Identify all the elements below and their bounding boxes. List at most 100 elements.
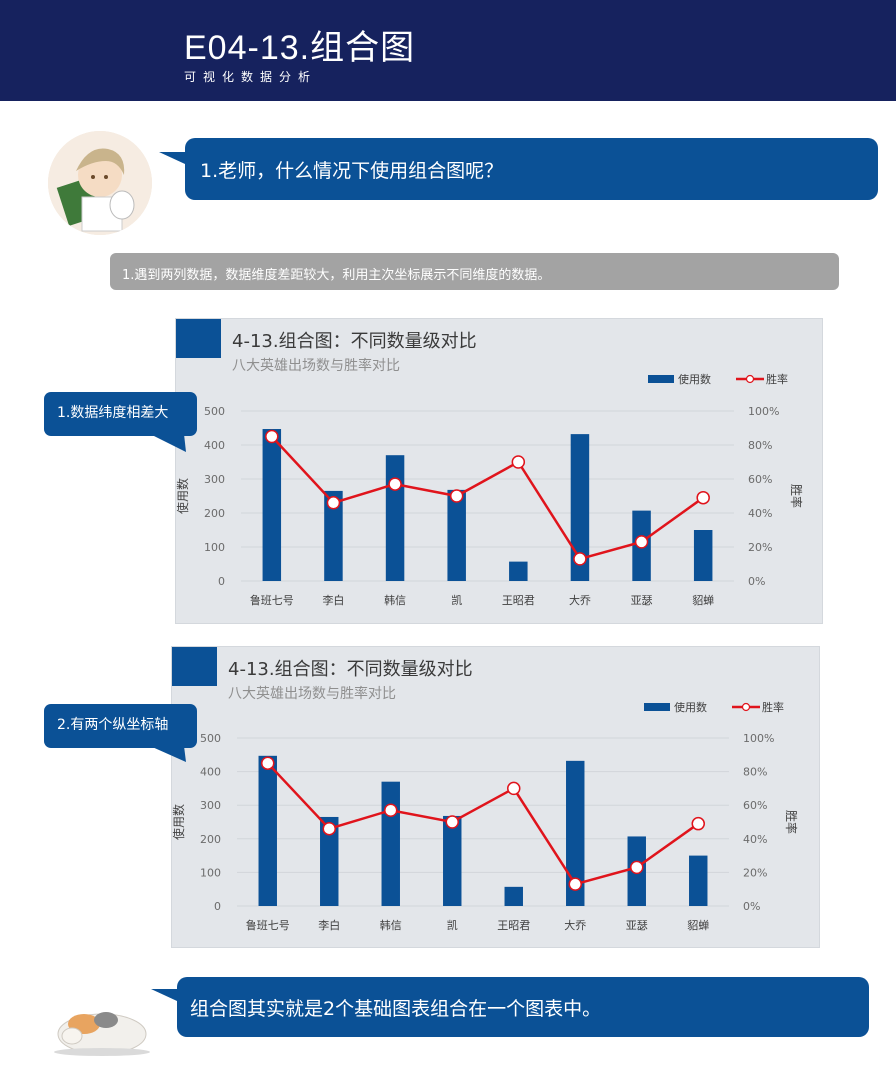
y-tick-label: 300	[204, 473, 225, 486]
y-tick-label: 400	[200, 766, 221, 779]
line-point-winrate	[445, 815, 459, 829]
page-subtitle: 可视化数据分析	[184, 70, 318, 84]
bar-usage	[570, 434, 590, 581]
bar-usage	[689, 855, 708, 906]
callout-tag-2: 2.有两个纵坐标轴	[44, 704, 197, 748]
line-point-winrate	[634, 535, 649, 549]
y-tick-label: 100	[204, 541, 225, 554]
x-tick-label: 凯	[447, 919, 458, 932]
combo-chart-card-1: 4-13.组合图：不同数量级对比 八大英雄出场数与胜率对比 0 100 200 300…	[175, 318, 823, 624]
y-tick-label: 200	[200, 833, 221, 846]
x-tick-label: 亚瑟	[631, 594, 653, 607]
line-point-winrate	[573, 552, 587, 566]
y-tick-label: 100	[200, 866, 221, 879]
legend-label-winrate: 胜率	[762, 700, 784, 714]
legend-marker-winrate	[741, 702, 751, 712]
legend-label-usage: 使用数	[678, 373, 711, 386]
chart-title: 4-13.组合图：不同数量级对比	[232, 331, 477, 352]
x-tick-label: 大乔	[564, 918, 586, 932]
y2-tick-label: 40%	[743, 833, 767, 846]
line-point-winrate	[322, 821, 336, 836]
legend-swatch-usage	[644, 703, 670, 711]
x-tick-label: 王昭君	[497, 919, 530, 932]
x-tick-label: 大乔	[569, 593, 591, 607]
line-point-winrate	[449, 489, 464, 503]
y2-tick-label: 100%	[743, 732, 774, 745]
y-tick-label: 0	[214, 900, 221, 913]
chart-subtitle: 八大英雄出场数与胜率对比	[232, 358, 400, 374]
y-tick-label: 300	[200, 799, 221, 812]
y2-axis-label: 胜率	[789, 484, 804, 508]
callout-tail-1	[150, 434, 186, 452]
page-title: E04-13.组合图	[184, 29, 416, 67]
x-tick-label: 李白	[322, 593, 344, 607]
answer-bar: 1.遇到两列数据，数据维度差距较大，利用主次坐标展示不同维度的数据。	[110, 253, 839, 290]
y-axis-label: 使用数	[176, 478, 190, 514]
callout-text-1: 1.数据纬度相差大	[57, 405, 169, 421]
line-winrate	[270, 435, 704, 561]
y-tick-label: 0	[218, 575, 225, 588]
card-corner-accent	[176, 319, 221, 358]
bar-usage	[385, 455, 405, 581]
line-point-winrate	[568, 877, 582, 891]
legend-label-usage: 使用数	[674, 701, 707, 714]
bar-usage	[320, 816, 339, 906]
bar-usage	[262, 429, 282, 581]
question-bubble: 1.老师，什么情况下使用组合图呢？	[159, 138, 878, 200]
legend-swatch-usage	[648, 375, 674, 383]
bar-usage	[504, 886, 523, 906]
bar-usage	[324, 490, 343, 581]
callout-text-2: 2.有两个纵坐标轴	[57, 717, 169, 733]
y2-tick-label: 20%	[743, 866, 767, 879]
chart-title: 4-13.组合图：不同数量级对比	[228, 659, 473, 680]
bar-usage	[509, 561, 528, 581]
cat-mascot-icon	[44, 994, 156, 1058]
bar-usage	[693, 530, 713, 581]
x-tick-label: 李白	[318, 918, 340, 932]
x-tick-label: 鲁班七号	[250, 593, 294, 607]
bar-usage	[381, 781, 400, 906]
legend-marker-winrate	[745, 374, 755, 384]
line-point-winrate	[388, 477, 402, 491]
x-tick-label: 貂蝉	[692, 593, 714, 607]
x-tick-label: 王昭君	[502, 594, 535, 607]
conclusion-text: 组合图其实就是2个基础图表组合在一个图表中。	[190, 998, 602, 1020]
y-tick-label: 400	[204, 439, 225, 452]
combo-chart-card-2: 4-13.组合图：不同数量级对比 八大英雄出场数与胜率对比 0 100 200 300…	[171, 646, 820, 948]
y2-tick-label: 100%	[748, 405, 779, 418]
y2-tick-label: 40%	[748, 507, 772, 520]
x-tick-label: 韩信	[380, 918, 402, 932]
y2-tick-label: 60%	[748, 473, 772, 486]
y2-axis-label: 胜率	[784, 810, 799, 834]
y2-tick-label: 60%	[743, 799, 767, 812]
x-tick-label: 鲁班七号	[246, 918, 290, 932]
bar-usage	[447, 489, 466, 581]
y2-tick-label: 0%	[748, 575, 765, 588]
line-point-winrate	[326, 496, 341, 510]
x-tick-label: 凯	[451, 594, 462, 607]
bar-usage	[443, 815, 462, 906]
line-point-winrate	[630, 860, 644, 875]
y2-tick-label: 20%	[748, 541, 772, 554]
callout-tail-2	[150, 746, 186, 762]
line-point-winrate	[696, 490, 710, 505]
line-point-winrate	[265, 429, 279, 444]
x-tick-label: 貂蝉	[687, 918, 709, 932]
question-text: 1.老师，什么情况下使用组合图呢？	[200, 160, 504, 182]
chart-subtitle: 八大英雄出场数与胜率对比	[228, 686, 396, 702]
x-tick-label: 亚瑟	[626, 919, 648, 932]
y2-tick-label: 0%	[743, 900, 760, 913]
line-point-winrate	[691, 816, 705, 831]
answer-text: 1.遇到两列数据，数据维度差距较大，利用主次坐标展示不同维度的数据。	[122, 268, 551, 283]
card-corner-accent	[172, 647, 217, 686]
teacher-avatar-icon	[48, 131, 152, 235]
callout-tag-1: 1.数据纬度相差大	[44, 392, 197, 436]
x-tick-label: 韩信	[384, 593, 406, 607]
line-point-winrate	[261, 756, 275, 770]
bar-usage	[258, 755, 277, 906]
y-tick-label: 500	[204, 405, 225, 418]
line-point-winrate	[384, 803, 398, 817]
y-tick-label: 200	[204, 507, 225, 520]
